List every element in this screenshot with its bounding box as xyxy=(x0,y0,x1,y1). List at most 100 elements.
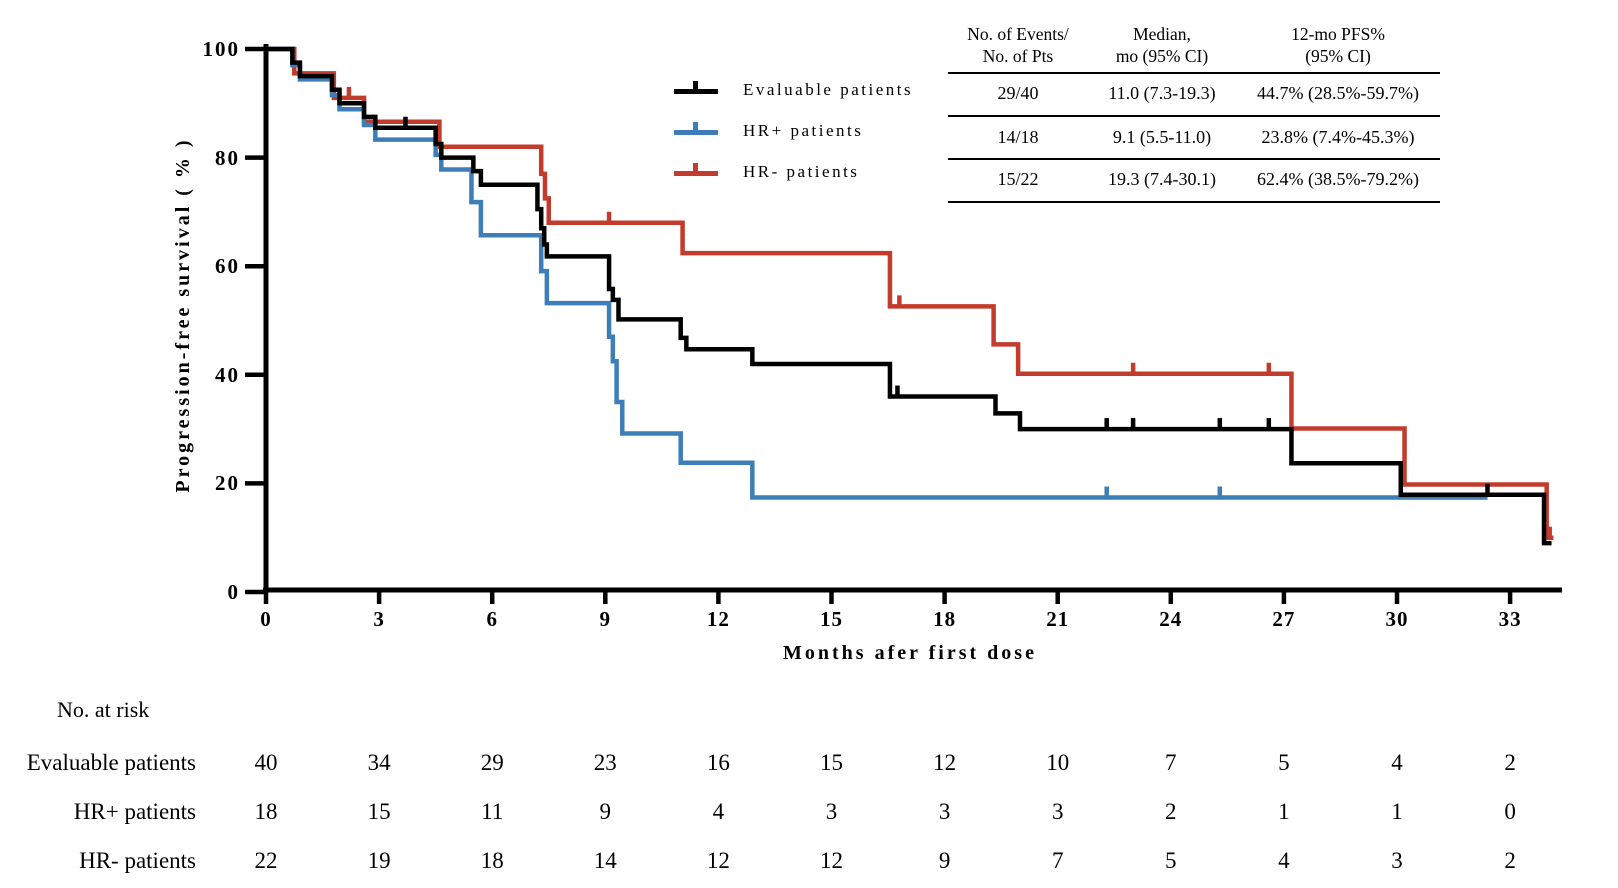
risk-count: 22 xyxy=(254,848,278,873)
risk-row: HR- patients 22 19 18 14 12 12 9 7 5 4 3 2 xyxy=(0,846,1618,876)
risk-count: 19 xyxy=(367,848,391,873)
x-tick-label: 15 xyxy=(820,607,843,631)
censor-tick xyxy=(1104,418,1109,430)
survival-plot xyxy=(245,44,1562,604)
stats-cell: 62.4% (38.5%-79.2%) xyxy=(1257,169,1419,189)
km-curve-hr-patients xyxy=(266,46,1554,540)
stats-cell: 29/40 xyxy=(997,83,1039,103)
stats-table-rule xyxy=(948,158,1440,160)
legend-label: Evaluable patients xyxy=(743,80,914,99)
censor-tick xyxy=(1485,483,1490,496)
stats-column-header: 12-mo PFS% xyxy=(1291,24,1385,44)
censor-tick xyxy=(1266,362,1272,375)
censor-tick xyxy=(1547,526,1552,539)
legend-swatch-line xyxy=(674,89,718,94)
y-tick-label: 100 xyxy=(202,37,240,61)
risk-count: 4 xyxy=(712,799,725,824)
risk-count: 4 xyxy=(1278,848,1290,873)
censor-tick xyxy=(1130,362,1136,375)
stats-column-header: No. of Pts xyxy=(982,46,1054,66)
x-tick-label: 33 xyxy=(1498,607,1522,631)
stats-cell: 14/18 xyxy=(997,127,1039,147)
stats-cell: 23.8% (7.4%-45.3%) xyxy=(1261,127,1415,147)
risk-count: 3 xyxy=(1391,848,1403,873)
risk-count: 12 xyxy=(820,848,843,873)
stats-table-rule xyxy=(948,72,1440,74)
risk-count: 15 xyxy=(367,799,391,824)
risk-count: 34 xyxy=(367,750,391,775)
censor-tick xyxy=(1217,486,1223,499)
risk-count: 14 xyxy=(593,848,617,873)
x-tick-label: 30 xyxy=(1385,607,1409,631)
risk-table-title: No. at risk xyxy=(57,697,150,722)
stats-column-header: No. of Events/ xyxy=(967,24,1069,44)
censor-tick xyxy=(346,86,352,99)
risk-count: 15 xyxy=(820,750,843,775)
risk-row-label: HR- patients xyxy=(79,848,196,873)
risk-count: 16 xyxy=(706,750,730,775)
censor-tick xyxy=(606,211,612,224)
risk-count: 7 xyxy=(1051,848,1064,873)
legend-censor-tick-icon xyxy=(693,81,698,90)
risk-count: 12 xyxy=(706,848,730,873)
risk-count: 1 xyxy=(1278,799,1290,824)
risk-count: 2 xyxy=(1165,799,1177,824)
x-tick-label: 0 xyxy=(260,607,272,631)
stats-column-header: mo (95% CI) xyxy=(1115,46,1209,66)
y-tick-label: 80 xyxy=(215,145,240,170)
x-tick-label: 6 xyxy=(486,607,498,631)
stats-cell: 44.7% (28.5%-59.7%) xyxy=(1257,83,1419,103)
legend-swatch-line xyxy=(674,130,718,135)
risk-count: 9 xyxy=(938,848,951,873)
risk-count: 18 xyxy=(480,848,504,873)
risk-count: 1 xyxy=(1391,799,1403,824)
risk-count: 23 xyxy=(593,750,617,775)
risk-row-label: Evaluable patients xyxy=(26,750,196,775)
risk-row: Evaluable patients 40 34 29 23 16 15 12 10 7 5 4 2 xyxy=(0,748,1618,778)
censor-tick xyxy=(1217,418,1223,430)
risk-count: 5 xyxy=(1278,750,1290,775)
risk-count: 11 xyxy=(481,799,504,824)
risk-count: 3 xyxy=(1051,799,1064,824)
y-tick-label: 40 xyxy=(215,362,240,387)
legend-label: HR- patients xyxy=(743,162,860,181)
legend-censor-tick-icon xyxy=(693,163,698,172)
risk-count: 40 xyxy=(254,750,278,775)
km-curve-hr-patients xyxy=(266,46,1488,500)
legend-swatch-line xyxy=(674,171,718,176)
x-tick-label: 24 xyxy=(1159,607,1183,631)
stats-column-header: Median, xyxy=(1133,24,1191,44)
risk-count: 2 xyxy=(1504,750,1516,775)
legend-censor-tick-icon xyxy=(693,122,698,131)
x-tick-label: 21 xyxy=(1046,607,1070,631)
x-tick-label: 9 xyxy=(599,607,612,631)
risk-count: 4 xyxy=(1391,750,1403,775)
x-tick-label: 27 xyxy=(1272,607,1296,631)
y-tick-label: 20 xyxy=(215,471,240,496)
x-tick-label: 3 xyxy=(373,607,385,631)
risk-row-label: HR+ patients xyxy=(73,799,196,824)
x-tick-label: 12 xyxy=(706,607,730,631)
stats-column-header: (95% CI) xyxy=(1305,46,1371,66)
risk-count: 5 xyxy=(1165,848,1177,873)
stats-cell: 11.0 (7.3-19.3) xyxy=(1108,83,1216,103)
y-tick-label: 60 xyxy=(215,254,240,279)
stats-cell: 9.1 (5.5-11.0) xyxy=(1112,127,1212,147)
risk-count: 3 xyxy=(938,799,951,824)
x-axis-title: Months afer first dose xyxy=(783,642,1037,664)
risk-count: 12 xyxy=(933,750,957,775)
stats-cell: 19.3 (7.4-30.1) xyxy=(1108,169,1216,189)
x-tick-label: 18 xyxy=(933,607,957,631)
stats-cell: 15/22 xyxy=(997,169,1039,189)
y-tick-label: 0 xyxy=(227,580,240,604)
risk-count: 10 xyxy=(1046,750,1070,775)
risk-row: HR+ patients 18 15 11 9 4 3 3 3 2 1 1 0 xyxy=(0,797,1618,827)
censor-tick xyxy=(403,116,408,129)
risk-count: 18 xyxy=(254,799,278,824)
risk-count: 3 xyxy=(825,799,838,824)
censor-tick xyxy=(1266,418,1272,430)
risk-count: 0 xyxy=(1504,799,1516,824)
stats-table-rule xyxy=(948,201,1440,203)
censor-tick xyxy=(895,385,900,398)
